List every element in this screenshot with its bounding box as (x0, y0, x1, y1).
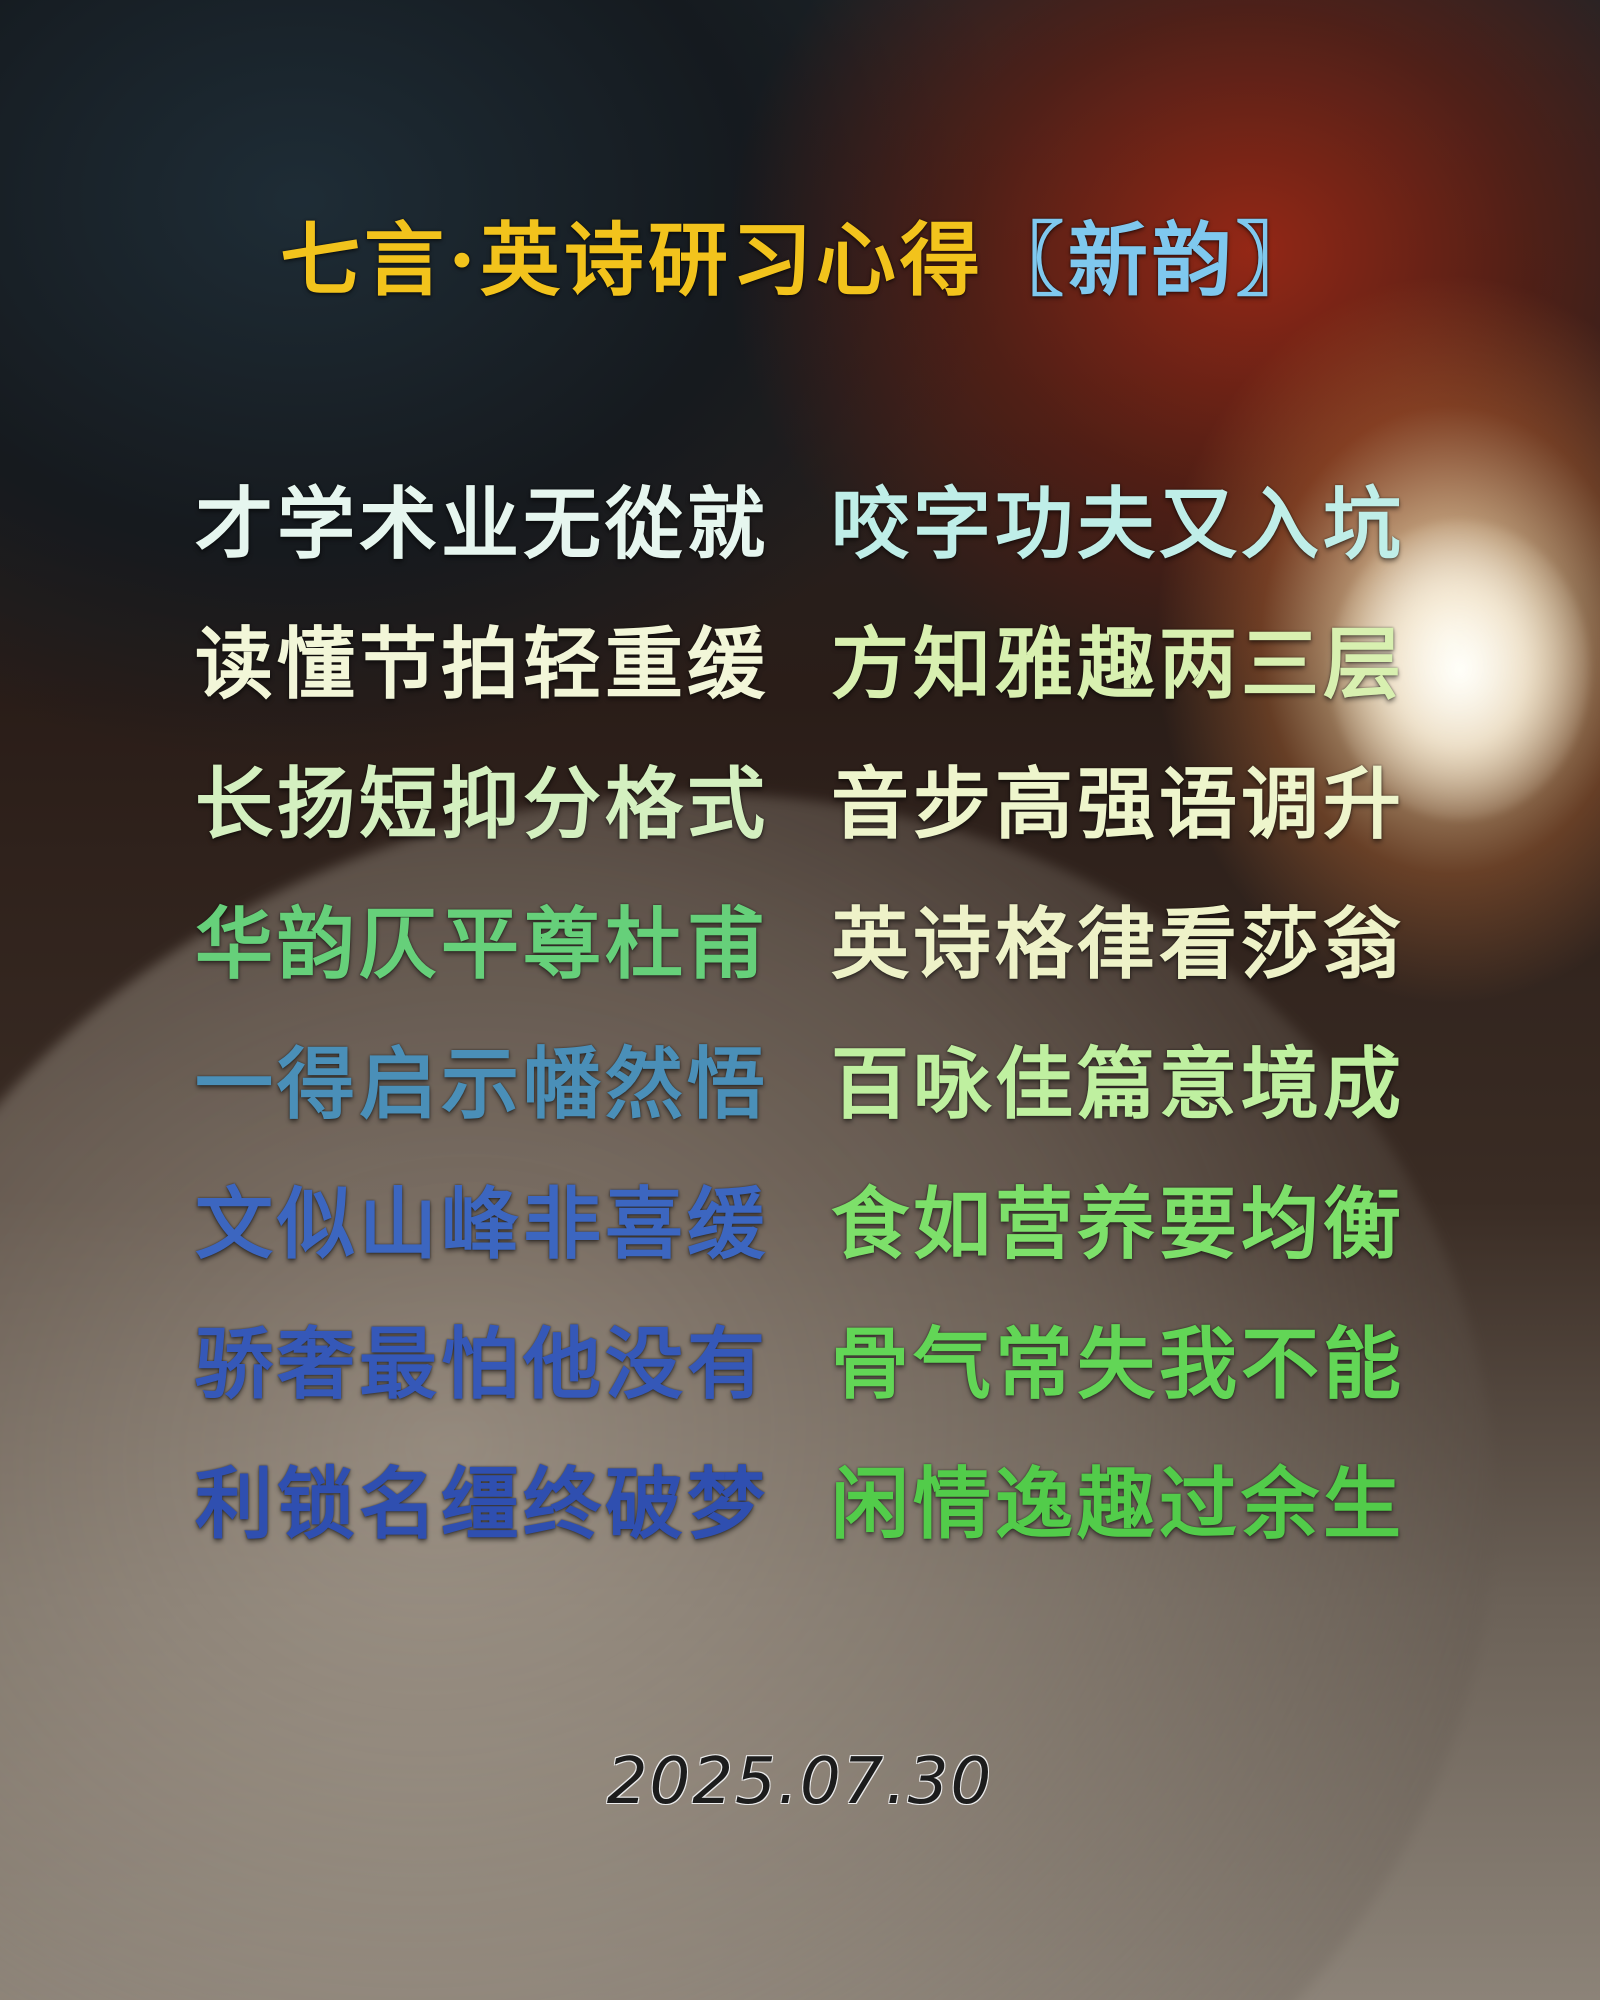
date-stamp: 2025.07.30 (606, 1745, 994, 1819)
poem-title: 七言·英诗研习心得〖新韵〗 (0, 200, 1600, 320)
poem-line-first-half: 利锁名缰终破梦 (195, 1459, 770, 1550)
poem-line-first-half: 才学术业无從就 (195, 479, 770, 570)
title-tag: 〖新韵〗 (983, 213, 1320, 307)
poem-line: 一得启示幡然悟 百咏佳篇意境成 (195, 1015, 1405, 1155)
poem-line-second-half: 食如营养要均衡 (830, 1179, 1405, 1270)
poem-line-second-half: 咬字功夫又入坑 (830, 479, 1405, 570)
poem-line-first-half: 一得启示幡然悟 (195, 1039, 770, 1130)
poem-line-second-half: 英诗格律看莎翁 (830, 899, 1405, 990)
poem-line-first-half: 华韵仄平尊杜甫 (195, 899, 770, 990)
poem-line: 华韵仄平尊杜甫 英诗格律看莎翁 (195, 875, 1405, 1015)
poem-line: 读懂节拍轻重缓 方知雅趣两三层 (195, 595, 1405, 735)
poem-line-second-half: 骨气常失我不能 (830, 1319, 1405, 1410)
poem-line-second-half: 方知雅趣两三层 (830, 619, 1405, 710)
poem-line-first-half: 文似山峰非喜缓 (195, 1179, 770, 1270)
poem-line: 才学术业无從就 咬字功夫又入坑 (195, 455, 1405, 595)
poem-line: 长扬短抑分格式 音步高强语调升 (195, 735, 1405, 875)
poem-line-second-half: 闲情逸趣过余生 (830, 1459, 1405, 1550)
title-main: 七言·英诗研习心得 (280, 213, 984, 307)
poem-line-first-half: 读懂节拍轻重缓 (195, 619, 770, 710)
poem-line-second-half: 音步高强语调升 (830, 759, 1405, 850)
poem-line-first-half: 骄奢最怕他没有 (195, 1319, 770, 1410)
poem-line: 骄奢最怕他没有 骨气常失我不能 (195, 1295, 1405, 1435)
candle-glow (1330, 520, 1590, 820)
poem-body: 才学术业无從就 咬字功夫又入坑 读懂节拍轻重缓 方知雅趣两三层 长扬短抑分格式 … (195, 455, 1405, 1575)
poem-line: 利锁名缰终破梦 闲情逸趣过余生 (195, 1435, 1405, 1575)
poem-line-second-half: 百咏佳篇意境成 (830, 1039, 1405, 1130)
poem-line-first-half: 长扬短抑分格式 (195, 759, 770, 850)
poem-line: 文似山峰非喜缓 食如营养要均衡 (195, 1155, 1405, 1295)
